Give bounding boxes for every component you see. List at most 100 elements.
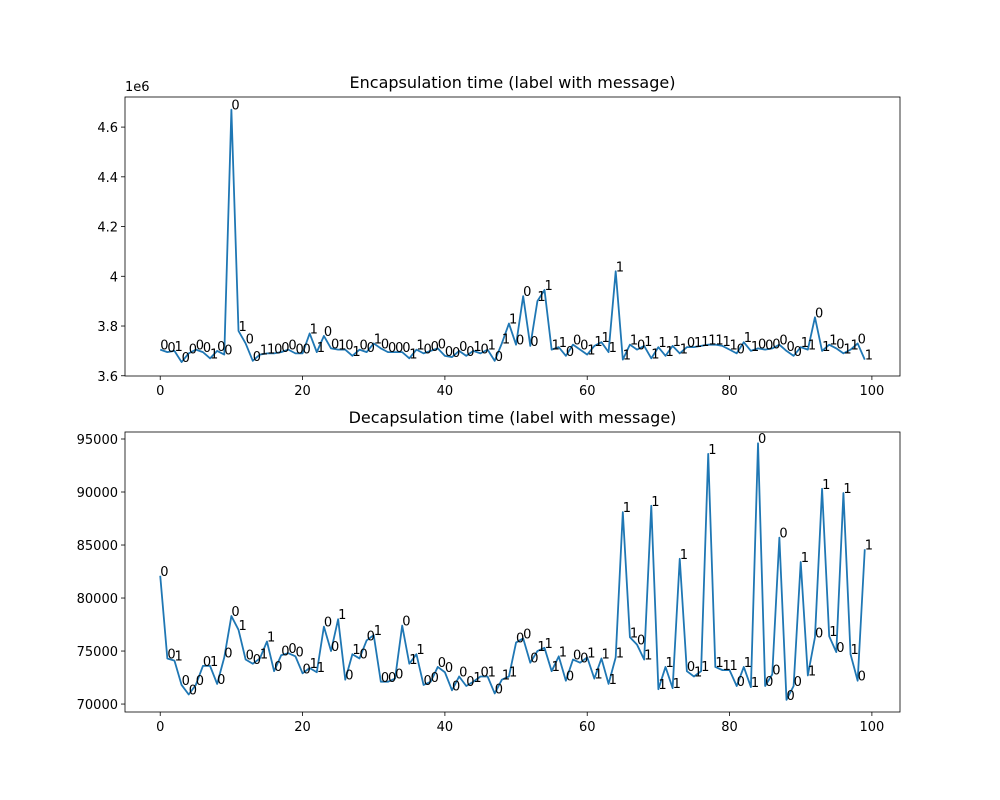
point-label: 0 xyxy=(459,665,467,680)
point-label: 1 xyxy=(623,501,631,516)
point-label: 0 xyxy=(224,344,232,359)
data-line xyxy=(159,442,866,701)
point-label: 0 xyxy=(530,652,538,667)
point-label: 0 xyxy=(217,340,225,355)
point-label: 0 xyxy=(772,663,780,678)
x-tick-label: 20 xyxy=(294,384,311,399)
point-label: 1 xyxy=(374,624,382,639)
point-label: 0 xyxy=(345,339,353,354)
point-label: 0 xyxy=(231,99,239,114)
x-tick-label: 80 xyxy=(721,720,738,735)
point-label: 1 xyxy=(509,665,517,680)
point-label: 1 xyxy=(822,340,830,355)
point-label: 1 xyxy=(680,342,688,357)
point-label: 1 xyxy=(701,335,709,350)
x-tick-label: 20 xyxy=(294,720,311,735)
point-label: 0 xyxy=(402,341,410,356)
point-label: 1 xyxy=(829,625,837,640)
point-label: 1 xyxy=(210,347,218,362)
point-label: 1 xyxy=(666,656,674,671)
point-label: 1 xyxy=(722,335,730,350)
chart-title: Decapsulation time (label with message) xyxy=(349,408,677,427)
point-label: 0 xyxy=(459,340,467,355)
point-label: 1 xyxy=(352,345,360,360)
point-label: 1 xyxy=(751,676,759,691)
point-label: 0 xyxy=(288,642,296,657)
point-label: 0 xyxy=(765,339,773,354)
point-label: 0 xyxy=(331,337,339,352)
point-label: 0 xyxy=(786,340,794,355)
y-tick-label: 3.8 xyxy=(97,320,118,335)
y-offset-label: 1e6 xyxy=(125,80,150,95)
point-label: 1 xyxy=(601,331,609,346)
point-label: 0 xyxy=(836,337,844,352)
point-label: 1 xyxy=(751,340,759,355)
x-tick-label: 40 xyxy=(437,384,454,399)
point-label: 1 xyxy=(658,678,666,693)
y-tick-label: 95000 xyxy=(77,433,118,448)
axes-frame xyxy=(124,96,901,377)
point-label: 0 xyxy=(224,646,232,661)
point-label: 0 xyxy=(480,342,488,357)
point-label: 1 xyxy=(616,646,624,661)
point-label: 0 xyxy=(452,679,460,694)
point-label: 0 xyxy=(466,345,474,360)
point-label: 0 xyxy=(388,671,396,686)
point-label: 1 xyxy=(509,313,517,328)
point-label: 0 xyxy=(438,337,446,352)
y-tick-label: 80000 xyxy=(77,592,118,607)
point-label: 0 xyxy=(815,306,823,321)
point-label: 1 xyxy=(829,334,837,349)
point-label: 0 xyxy=(516,334,524,349)
point-label: 0 xyxy=(445,345,453,360)
point-label: 0 xyxy=(858,670,866,685)
point-label: 0 xyxy=(637,339,645,354)
point-label: 0 xyxy=(580,652,588,667)
point-label: 0 xyxy=(388,341,396,356)
point-label: 0 xyxy=(274,342,282,357)
point-label: 1 xyxy=(260,344,268,359)
axes-frame xyxy=(124,431,901,713)
point-label: 1 xyxy=(537,290,545,305)
point-label: 0 xyxy=(182,351,190,366)
point-label: 1 xyxy=(616,260,624,275)
point-label: 1 xyxy=(744,656,752,671)
chart-title: Encapsulation time (label with message) xyxy=(350,73,676,92)
point-label: 1 xyxy=(594,335,602,350)
point-label: 1 xyxy=(843,482,851,497)
point-label: 1 xyxy=(730,659,738,674)
point-label: 0 xyxy=(566,670,574,685)
x-tick-label: 40 xyxy=(437,720,454,735)
point-label: 0 xyxy=(523,627,531,642)
point-label: 1 xyxy=(409,653,417,668)
plot-area xyxy=(125,432,900,712)
point-label: 1 xyxy=(210,655,218,670)
point-label: 0 xyxy=(303,342,311,357)
point-label: 0 xyxy=(246,649,254,664)
point-label: 1 xyxy=(416,643,424,658)
y-tick-label: 4.2 xyxy=(97,221,118,236)
point-label: 0 xyxy=(480,665,488,680)
point-label: 0 xyxy=(324,325,332,340)
point-label: 0 xyxy=(331,640,339,655)
point-label: 0 xyxy=(758,337,766,352)
point-label: 1 xyxy=(545,637,553,652)
point-label: 1 xyxy=(552,660,560,675)
point-label: 0 xyxy=(253,350,261,365)
point-label: 1 xyxy=(630,334,638,349)
point-label: 1 xyxy=(808,339,816,354)
data-line xyxy=(159,108,866,363)
point-label: 0 xyxy=(794,675,802,690)
point-label: 0 xyxy=(452,346,460,361)
plot-area xyxy=(125,97,900,376)
point-label: 1 xyxy=(338,339,346,354)
point-label: 0 xyxy=(167,341,175,356)
point-label: 0 xyxy=(203,655,211,670)
point-label: 0 xyxy=(530,335,538,350)
point-label: 0 xyxy=(381,337,389,352)
point-label: 1 xyxy=(715,656,723,671)
point-label: 1 xyxy=(644,649,652,664)
point-label: 0 xyxy=(402,615,410,630)
point-label: 0 xyxy=(687,336,695,351)
